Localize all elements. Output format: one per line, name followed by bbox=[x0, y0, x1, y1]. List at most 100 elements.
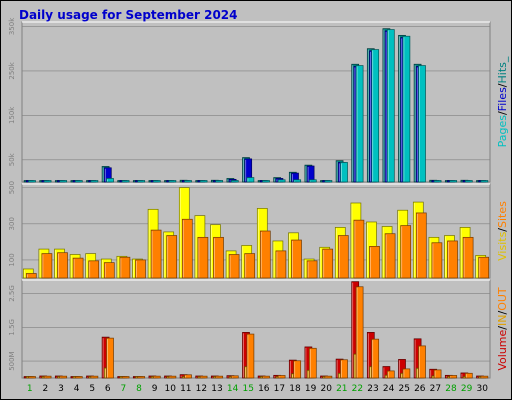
day-label-22: 22 bbox=[352, 384, 363, 394]
bar-pages-day-27 bbox=[433, 180, 442, 183]
day-label-1: 1 bbox=[27, 384, 33, 394]
day-label-27: 27 bbox=[430, 384, 441, 394]
chart-title: Daily usage for September 2024 bbox=[19, 8, 238, 22]
bar-out-day-20 bbox=[324, 375, 333, 379]
day-label-19: 19 bbox=[305, 384, 317, 394]
bar-pages-day-5 bbox=[90, 180, 99, 183]
bar-out-day-10 bbox=[168, 375, 177, 379]
bar-pages-day-3 bbox=[59, 180, 68, 183]
bar-out-day-23 bbox=[371, 338, 380, 379]
day-label-26: 26 bbox=[414, 384, 426, 394]
bar-out-day-2 bbox=[43, 375, 52, 379]
legend-panel3: Volume/IN/OUT bbox=[496, 287, 509, 371]
day-label-5: 5 bbox=[89, 384, 95, 394]
day-label-24: 24 bbox=[383, 384, 395, 394]
bar-pages-day-29 bbox=[464, 180, 473, 183]
bar-pages-day-18 bbox=[293, 179, 302, 183]
day-label-4: 4 bbox=[74, 384, 80, 394]
bar-out-day-12 bbox=[199, 375, 208, 379]
day-axis: 1 2 3 4 5 6 7 8 9 10 11 12 13 14 15 16 17 18 19 20 21 22 23 24 2… bbox=[27, 384, 488, 394]
tick-label: 100 bbox=[8, 253, 16, 266]
bar-out-day-15 bbox=[246, 333, 255, 379]
bar-sites-day-19 bbox=[306, 260, 318, 279]
bar-sites-day-22 bbox=[353, 219, 365, 279]
bar-out-day-9 bbox=[152, 375, 161, 379]
day-label-15: 15 bbox=[242, 384, 253, 394]
bar-sites-day-26 bbox=[415, 212, 427, 279]
bar-out-day-3 bbox=[59, 375, 68, 379]
legend-part: / bbox=[496, 311, 509, 315]
tick-label: 2.5G bbox=[8, 285, 16, 302]
bar-sites-day-15 bbox=[244, 253, 256, 279]
bar-sites-day-23 bbox=[369, 246, 380, 279]
bar-sites-day-24 bbox=[384, 233, 396, 279]
bar-pages-day-4 bbox=[74, 180, 83, 183]
chart-panels: 50k 150k 250k 350k 100 300 500 500M 1.5G 2.5G bbox=[8, 17, 491, 379]
legends: Pages/Files/Hits_Visits/SitesVolume/IN/O… bbox=[496, 56, 509, 371]
day-label-3: 3 bbox=[58, 384, 64, 394]
bar-sites-day-25 bbox=[400, 225, 412, 279]
bar-pages-day-23 bbox=[371, 49, 380, 183]
bar-pages-day-25 bbox=[402, 35, 411, 183]
bar-sites-day-9 bbox=[150, 229, 162, 279]
panel-hits-files-pages: 50k 150k 250k 350k bbox=[8, 17, 491, 183]
bar-out-day-1 bbox=[28, 376, 36, 379]
tick-label: 250k bbox=[8, 61, 16, 79]
panel-frame bbox=[21, 279, 491, 379]
day-label-30: 30 bbox=[476, 384, 488, 394]
bar-sites-day-13 bbox=[213, 236, 224, 279]
bar-pages-day-28 bbox=[449, 180, 458, 183]
day-label-14: 14 bbox=[227, 384, 239, 394]
legend-part: Volume bbox=[496, 329, 509, 370]
bar-sites-day-5 bbox=[88, 260, 100, 279]
bar-out-day-14 bbox=[230, 375, 239, 379]
bar-sites-day-18 bbox=[291, 239, 302, 279]
legend-part: / bbox=[496, 326, 509, 330]
bar-out-day-25 bbox=[402, 368, 411, 379]
bar-sites-day-29 bbox=[462, 236, 474, 279]
bar-out-day-19 bbox=[308, 347, 317, 379]
day-label-8: 8 bbox=[136, 384, 142, 394]
panel-frame bbox=[21, 21, 491, 183]
bar-out-day-11 bbox=[184, 374, 192, 379]
bar-out-day-5 bbox=[90, 375, 99, 379]
bar-out-day-29 bbox=[464, 372, 473, 379]
bar-pages-day-21 bbox=[340, 162, 348, 183]
day-label-16: 16 bbox=[258, 384, 270, 394]
bar-out-day-27 bbox=[433, 369, 442, 379]
day-label-6: 6 bbox=[105, 384, 111, 394]
day-label-23: 23 bbox=[367, 384, 378, 394]
bar-sites-day-27 bbox=[431, 242, 443, 279]
legend-part: IN bbox=[496, 315, 509, 326]
legend-panel2: Visits/Sites bbox=[496, 201, 509, 261]
tick-label: 50k bbox=[8, 152, 16, 166]
day-label-17: 17 bbox=[274, 384, 285, 394]
bar-out-day-8 bbox=[137, 376, 146, 379]
day-label-21: 21 bbox=[336, 384, 347, 394]
tick-label: 500M bbox=[8, 351, 16, 370]
bar-pages-day-13 bbox=[215, 180, 224, 183]
bar-sites-day-14 bbox=[228, 254, 240, 279]
day-label-18: 18 bbox=[289, 384, 301, 394]
bar-sites-day-8 bbox=[135, 259, 146, 279]
day-label-13: 13 bbox=[211, 384, 222, 394]
bar-out-day-7 bbox=[121, 376, 130, 379]
bar-out-day-28 bbox=[449, 375, 458, 379]
bar-sites-day-20 bbox=[322, 248, 334, 279]
bar-pages-day-1 bbox=[28, 180, 36, 183]
bar-sites-day-12 bbox=[197, 236, 209, 279]
bar-sites-day-16 bbox=[259, 230, 271, 279]
day-label-10: 10 bbox=[164, 384, 176, 394]
bar-sites-day-4 bbox=[72, 257, 84, 279]
legend-part: Files bbox=[496, 87, 509, 111]
day-label-25: 25 bbox=[398, 384, 409, 394]
day-label-12: 12 bbox=[196, 384, 207, 394]
bar-pages-day-9 bbox=[152, 180, 161, 183]
bar-pages-day-12 bbox=[199, 180, 208, 183]
legend-part: Pages bbox=[496, 115, 509, 148]
day-label-28: 28 bbox=[445, 384, 457, 394]
bar-pages-day-7 bbox=[121, 180, 130, 183]
tick-label: 500 bbox=[8, 181, 16, 194]
bar-out-day-22 bbox=[355, 286, 364, 379]
day-label-29: 29 bbox=[461, 384, 473, 394]
